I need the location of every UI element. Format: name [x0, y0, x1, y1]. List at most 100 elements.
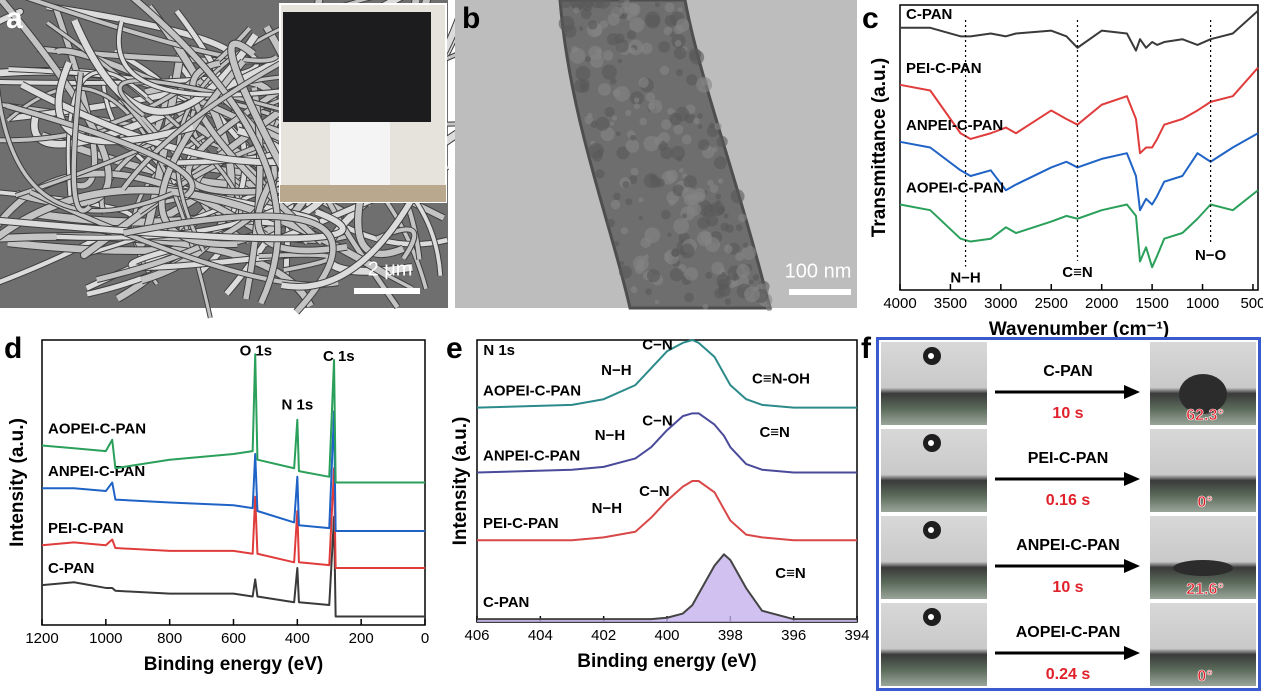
x-tick-label: 2000	[1085, 295, 1118, 312]
texture	[721, 272, 726, 277]
texture	[741, 245, 757, 261]
texture	[664, 14, 677, 27]
texture	[748, 279, 754, 285]
texture	[693, 117, 700, 125]
x-tick-label: 396	[781, 627, 806, 644]
texture	[646, 269, 661, 283]
texture	[697, 124, 703, 129]
texture	[626, 30, 637, 40]
texture	[707, 179, 714, 187]
texture	[607, 33, 620, 46]
x-axis-label: Binding energy (eV)	[144, 654, 323, 675]
texture	[711, 146, 718, 153]
texture	[628, 175, 638, 185]
texture	[664, 2, 675, 13]
texture	[735, 224, 743, 232]
texture	[678, 168, 684, 173]
annotation: C−N	[642, 413, 672, 430]
texture	[725, 224, 734, 233]
sample-name: AOPEI-C-PAN	[1016, 624, 1121, 641]
texture	[668, 199, 676, 206]
texture	[558, 15, 575, 32]
fiber	[71, 18, 259, 115]
texture	[611, 115, 618, 121]
texture	[659, 65, 670, 76]
texture	[697, 216, 710, 230]
texture	[587, 112, 593, 118]
texture	[578, 26, 584, 31]
annotation: C≡N	[1062, 264, 1092, 281]
sample-name: ANPEI-C-PAN	[1016, 537, 1120, 554]
x-tick-label: 800	[157, 630, 182, 647]
texture	[664, 252, 670, 258]
x-tick-label: 1000	[1186, 295, 1219, 312]
x-tick-label: 500	[1240, 295, 1263, 312]
texture	[587, 20, 598, 30]
panel-label: b	[462, 2, 480, 35]
fiber	[118, 79, 293, 117]
texture	[724, 298, 732, 305]
x-tick-label: 2500	[1035, 295, 1068, 312]
series-line	[41, 353, 425, 484]
x-tick-label: 1200	[25, 630, 58, 647]
texture	[688, 48, 702, 61]
texture	[648, 99, 663, 114]
texture	[613, 240, 620, 247]
texture	[654, 299, 660, 305]
cloth	[283, 12, 431, 122]
texture	[595, 169, 605, 179]
series-line	[899, 189, 1259, 269]
texture	[663, 26, 673, 36]
texture	[683, 175, 697, 189]
series-name: AOPEI-C-PAN	[483, 383, 581, 400]
annotation: C 1s	[323, 348, 355, 365]
texture	[630, 167, 639, 176]
texture	[723, 213, 729, 219]
texture	[714, 122, 722, 131]
arrow-head	[1124, 646, 1140, 660]
sample-name: C-PAN	[1043, 363, 1092, 380]
series-name: AOPEI-C-PAN	[48, 420, 146, 437]
y-axis-label: Intensity (a.u.)	[450, 417, 471, 546]
texture	[645, 288, 652, 296]
texture	[609, 121, 615, 126]
texture	[633, 103, 640, 110]
texture	[698, 139, 710, 151]
texture	[630, 286, 638, 294]
texture	[604, 106, 615, 117]
texture	[670, 145, 686, 161]
texture	[638, 77, 649, 88]
texture	[742, 242, 749, 248]
texture	[625, 139, 640, 153]
x-tick-label: 400	[654, 627, 679, 644]
texture	[625, 109, 632, 117]
texture	[637, 259, 645, 267]
texture	[681, 213, 687, 219]
texture	[570, 0, 585, 11]
texture	[714, 204, 719, 209]
texture	[676, 18, 690, 32]
texture	[629, 47, 636, 54]
texture	[715, 193, 722, 200]
x-tick-label: 406	[464, 627, 489, 644]
time: 10 s	[1052, 579, 1083, 596]
texture	[649, 174, 657, 181]
texture	[679, 243, 695, 259]
annotation: N−H	[595, 427, 625, 444]
scale-bar-label: 100 nm	[785, 260, 852, 282]
texture	[665, 169, 679, 183]
texture	[640, 42, 653, 55]
texture	[575, 65, 591, 81]
time: 0.16 s	[1046, 492, 1091, 509]
arrow-head	[1124, 472, 1140, 486]
sessile-drop	[1179, 374, 1227, 414]
texture	[620, 227, 629, 235]
texture	[667, 232, 672, 237]
droplet-glint	[928, 527, 934, 533]
texture	[687, 202, 702, 217]
annotation: N−H	[601, 362, 631, 379]
texture	[702, 303, 709, 310]
annotation: N 1s	[281, 397, 313, 414]
